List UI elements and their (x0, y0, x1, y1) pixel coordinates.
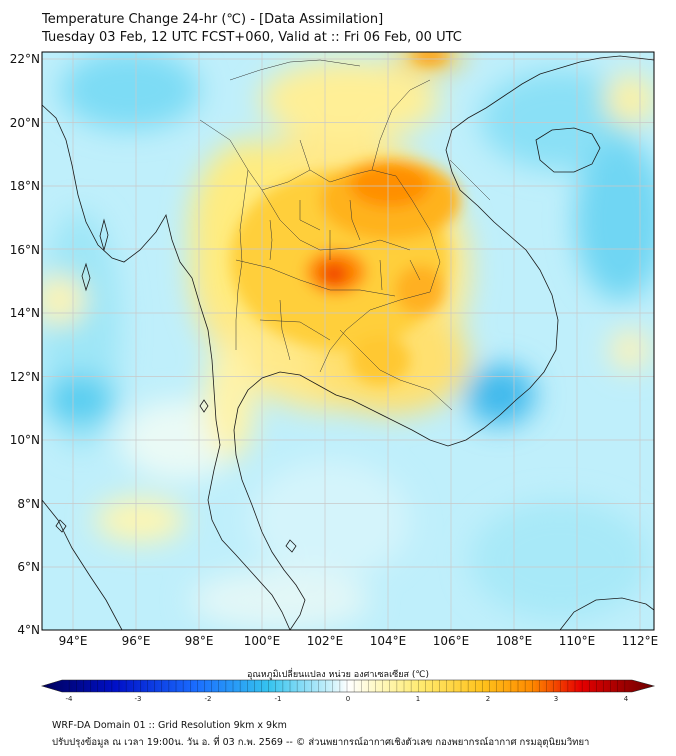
colorbar-title: อุณหภูมิเปลี่ยนแปลง หน่วย องศาเซลเซียส (… (246, 670, 430, 680)
admin-borders (199, 59, 491, 411)
lon-label: 104°E (370, 634, 407, 648)
lon-label: 94°E (59, 634, 88, 648)
colorbar-tick: 1 (416, 695, 420, 703)
lat-label: 12°N (10, 370, 40, 384)
footer-model-info: WRF-DA Domain 01 :: Grid Resolution 9km … (52, 720, 287, 731)
coastlines (42, 55, 654, 630)
lon-label: 96°E (122, 634, 151, 648)
longitude-labels: 94°E 96°E 98°E 100°E 102°E 104°E 106°E 1… (59, 634, 659, 648)
lon-label: 100°E (244, 634, 281, 648)
colorbar-tick: 0 (346, 695, 350, 703)
lon-label: 102°E (307, 634, 344, 648)
map-frame (41, 51, 655, 631)
colorbar-tick: 2 (486, 695, 490, 703)
lat-label: 6°N (17, 560, 40, 574)
map-subtitle: Tuesday 03 Feb, 12 UTC FCST+060, Valid a… (42, 30, 462, 45)
lon-label: 112°E (622, 634, 659, 648)
colorbar: -4 -3 -2 -1 0 1 2 3 4 (40, 679, 656, 703)
lon-label: 106°E (433, 634, 470, 648)
colorbar-tick: -3 (135, 695, 142, 703)
lat-label: 16°N (10, 243, 40, 257)
footer-credit: ปรับปรุงข้อมูล ณ เวลา 19:00น. วัน อ. ที่… (52, 737, 590, 748)
lat-label: 22°N (10, 52, 40, 66)
lat-label: 20°N (10, 116, 40, 130)
colorbar-tick: -2 (205, 695, 212, 703)
colorbar-tick: -4 (66, 695, 74, 703)
lat-label: 4°N (17, 623, 40, 637)
lon-label: 108°E (496, 634, 533, 648)
lon-label: 98°E (185, 634, 214, 648)
colorbar-tick: 4 (624, 695, 629, 703)
colorbar-tick: 3 (554, 695, 558, 703)
colorbar-tick: -1 (275, 695, 282, 703)
graticule (42, 52, 654, 630)
lat-label: 18°N (10, 179, 40, 193)
lat-label: 8°N (17, 497, 40, 511)
colorbar-bar (40, 679, 656, 693)
latitude-labels: 22°N 20°N 18°N 16°N 14°N 12°N 10°N 8°N 6… (10, 52, 40, 637)
map-title: Temperature Change 24-hr (℃) - [Data Ass… (42, 12, 384, 27)
lon-label: 110°E (559, 634, 596, 648)
lat-label: 10°N (10, 433, 40, 447)
temperature-field (42, 52, 654, 630)
lat-label: 14°N (10, 306, 40, 320)
